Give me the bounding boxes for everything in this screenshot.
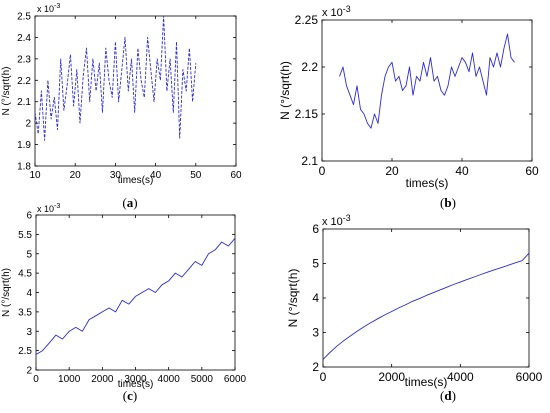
- y-tick-label: 3: [312, 326, 319, 340]
- y-tick-label: 5: [312, 257, 319, 271]
- y-tick-label: 2.4: [17, 33, 31, 44]
- chart-panel-b: 2.1 2.15 2.2 2.25 0 20 40 60 x 10-3 times(s) N (°/…: [278, 4, 539, 210]
- panel-caption: (a): [122, 195, 137, 210]
- y-tick-label: 2.1: [301, 154, 318, 168]
- x-tick-label: 3000: [124, 374, 147, 385]
- plot-frame: [322, 228, 530, 368]
- panel-caption: (b): [440, 195, 456, 210]
- x-tick-label: 40: [455, 164, 469, 178]
- y-tick-label: 5.5: [18, 230, 32, 241]
- y-tick-label: 3.5: [18, 307, 32, 318]
- x-tick-label: 2000: [91, 374, 114, 385]
- x-tick-label: 10: [29, 170, 41, 181]
- y-tick-label: 4.5: [18, 269, 32, 280]
- chart-panel-d: 2 3 4 5 6 0 2000 4000 6000 x 10-3 times(s) N (°/sqr…: [286, 213, 543, 403]
- y-tick-label: 2: [26, 366, 32, 377]
- x-tick-label: 30: [110, 170, 122, 181]
- y-tick-label: 4: [312, 291, 319, 305]
- y-tick-label: 2.3: [17, 54, 31, 65]
- x-tick-label: 60: [525, 164, 539, 178]
- y-tick-label: 6: [26, 211, 32, 222]
- x-axis-label: times(s): [406, 176, 449, 190]
- y-tick-label: 2.5: [17, 12, 31, 23]
- x-axis-label: times(s): [118, 379, 154, 390]
- scale-factor-label: x 10-3: [322, 4, 351, 19]
- chart-panel-c: 2 2.5 3 3.5 4 4.5 5 5.5 6 0 1000 2000 3000 4000 5000 60…: [1, 201, 247, 403]
- y-tick-label: 2.5: [18, 346, 32, 357]
- y-tick-label: 2.2: [301, 60, 318, 74]
- plot-frame: [35, 214, 236, 371]
- x-tick-label: 0: [33, 374, 39, 385]
- series-line: [34, 15, 197, 141]
- x-tick-label: 6000: [516, 370, 543, 384]
- x-tick-label: 2000: [378, 370, 405, 384]
- x-axis-label: times(s): [118, 175, 154, 186]
- x-tick-label: 6000: [224, 374, 247, 385]
- series-line: [322, 252, 530, 360]
- x-tick-label: 20: [70, 170, 82, 181]
- y-tick-label: 4: [26, 288, 32, 299]
- x-tick-label: 40: [150, 170, 162, 181]
- x-tick-label: 0: [319, 164, 326, 178]
- y-tick-label: 2.1: [17, 97, 31, 108]
- panel-caption: (c): [123, 388, 137, 403]
- y-tick-label: 2: [25, 119, 31, 130]
- x-tick-label: 5000: [191, 374, 214, 385]
- x-tick-label: 4000: [447, 370, 474, 384]
- x-tick-label: 60: [230, 170, 242, 181]
- chart-panel-a: 1.8 1.9 2 2.1 2.2 2.3 2.4 2.5 10 20 30 40 50 60 x 10-3…: [1, 1, 242, 210]
- x-tick-label: 20: [385, 164, 399, 178]
- y-tick-label: 2.15: [295, 107, 319, 121]
- y-axis-label: N (°/sqrt(h): [1, 67, 12, 116]
- y-tick-label: 1.9: [17, 140, 31, 151]
- x-tick-label: 50: [190, 170, 202, 181]
- x-tick-label: 4000: [158, 374, 181, 385]
- y-axis-label: N (°/sqrt(h): [278, 61, 292, 120]
- y-tick-label: 2.25: [295, 13, 319, 27]
- scale-factor-label: x 10-3: [37, 201, 60, 214]
- x-tick-label: 1000: [58, 374, 81, 385]
- y-tick-label: 5: [26, 249, 32, 260]
- y-axis-label: N (°/sqrt(h): [286, 269, 300, 328]
- panel-caption: (d): [440, 388, 456, 403]
- series-line: [339, 33, 515, 129]
- y-tick-label: 1.8: [17, 162, 31, 173]
- y-tick-label: 6: [312, 222, 319, 236]
- series-line: [35, 238, 236, 355]
- x-tick-label: 0: [320, 370, 327, 384]
- y-tick-label: 2.2: [17, 76, 31, 87]
- scale-factor-label: x 10-3: [37, 1, 60, 14]
- x-axis-label: times(s): [405, 375, 448, 389]
- y-tick-label: 2: [312, 360, 319, 374]
- y-tick-label: 3: [26, 327, 32, 338]
- plot-frame: [34, 15, 237, 167]
- y-axis-label: N (°/sqrt(h): [1, 268, 12, 317]
- plot-frame: [321, 19, 533, 162]
- scale-factor-label: x 10-3: [322, 213, 351, 228]
